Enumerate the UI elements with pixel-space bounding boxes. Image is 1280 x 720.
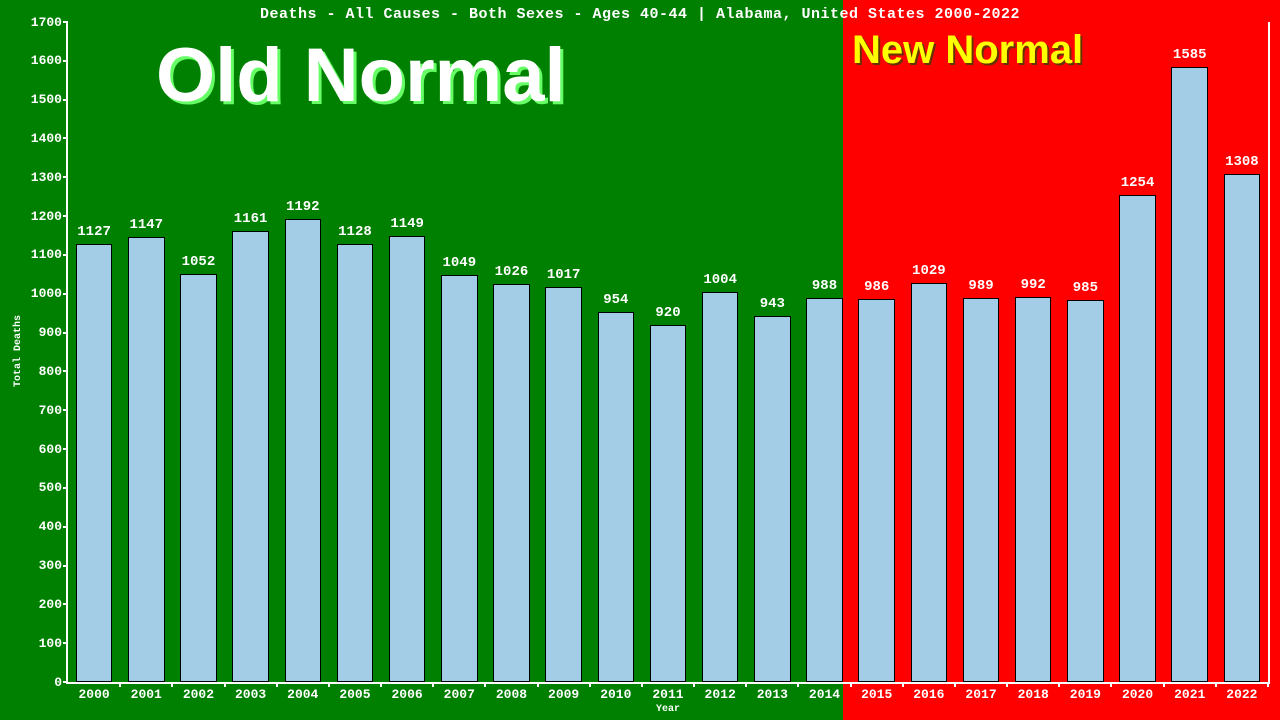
bar — [389, 236, 426, 682]
bar — [1015, 297, 1052, 682]
x-tick-label: 2022 — [1216, 687, 1268, 702]
bar — [1119, 195, 1156, 682]
x-tick-label: 2000 — [68, 687, 120, 702]
bar — [545, 287, 582, 682]
x-tick-label: 2002 — [172, 687, 224, 702]
y-tick-label: 300 — [39, 558, 62, 573]
bar — [1171, 67, 1208, 682]
x-tick-label: 2005 — [329, 687, 381, 702]
bar — [493, 284, 530, 682]
bar — [598, 312, 635, 682]
x-tick-label: 2011 — [642, 687, 694, 702]
bar-value-label: 1052 — [168, 254, 228, 270]
bar — [858, 299, 895, 682]
bar — [963, 298, 1000, 682]
y-tick-label: 1400 — [31, 131, 62, 146]
x-tick-label: 2007 — [433, 687, 485, 702]
y-tick-label: 1600 — [31, 53, 62, 68]
bar — [754, 316, 791, 682]
bar — [650, 325, 687, 682]
y-tick-label: 1300 — [31, 170, 62, 185]
bar-value-label: 1149 — [377, 216, 437, 232]
x-tick-label: 2006 — [381, 687, 433, 702]
bar — [76, 244, 113, 682]
x-tick-label: 2009 — [538, 687, 590, 702]
bar-value-label: 986 — [847, 279, 907, 295]
x-tick-label: 2013 — [746, 687, 798, 702]
y-tick-label: 900 — [39, 325, 62, 340]
bar — [337, 244, 374, 682]
background-right — [843, 0, 1280, 720]
bar-value-label: 920 — [638, 305, 698, 321]
x-tick-label: 2003 — [225, 687, 277, 702]
bar-value-label: 1161 — [221, 211, 281, 227]
x-axis-line — [68, 682, 1268, 684]
y-axis-line — [66, 22, 68, 684]
bar — [1224, 174, 1261, 682]
y-tick-label: 700 — [39, 403, 62, 418]
x-tick-label: 2018 — [1007, 687, 1059, 702]
y-tick-label: 0 — [54, 675, 62, 690]
y-tick-label: 1500 — [31, 92, 62, 107]
bar-value-label: 1004 — [690, 272, 750, 288]
bar-value-label: 1017 — [534, 267, 594, 283]
bar-value-label: 985 — [1055, 280, 1115, 296]
y-tick-label: 200 — [39, 597, 62, 612]
bar-value-label: 943 — [742, 296, 802, 312]
x-tick-label: 2017 — [955, 687, 1007, 702]
bar-value-label: 1254 — [1108, 175, 1168, 191]
x-tick-label: 2020 — [1111, 687, 1163, 702]
x-tick-label: 2015 — [851, 687, 903, 702]
y-tick-label: 800 — [39, 364, 62, 379]
bar-value-label: 1147 — [116, 217, 176, 233]
x-tick-label: 2014 — [798, 687, 850, 702]
x-tick-label: 2008 — [485, 687, 537, 702]
bar-value-label: 989 — [951, 278, 1011, 294]
overlay-text: Old Normal — [156, 32, 566, 119]
y-tick-label: 500 — [39, 480, 62, 495]
overlay-text: New Normal — [852, 28, 1083, 73]
bar-value-label: 992 — [1003, 277, 1063, 293]
bar-value-label: 1585 — [1160, 47, 1220, 63]
x-tick-label: 2021 — [1164, 687, 1216, 702]
y-tick-label: 600 — [39, 442, 62, 457]
y-axis-label: Total Deaths — [13, 315, 24, 387]
bar — [1067, 300, 1104, 682]
bar — [285, 219, 322, 682]
y-tick-label: 100 — [39, 636, 62, 651]
y-tick-label: 1700 — [31, 15, 62, 30]
bar-value-label: 1049 — [429, 255, 489, 271]
chart-title: Deaths - All Causes - Both Sexes - Ages … — [0, 6, 1280, 23]
y-tick-label: 400 — [39, 519, 62, 534]
x-tick-label: 2010 — [590, 687, 642, 702]
bar — [128, 237, 165, 682]
bar-value-label: 1029 — [899, 263, 959, 279]
y-axis-line-right — [1268, 22, 1270, 684]
x-tick-label: 2012 — [694, 687, 746, 702]
bar — [911, 283, 948, 682]
bar-value-label: 1308 — [1212, 154, 1272, 170]
x-tick-label: 2001 — [120, 687, 172, 702]
y-tick-label: 1200 — [31, 209, 62, 224]
bar-value-label: 1127 — [64, 224, 124, 240]
y-tick-label: 1100 — [31, 247, 62, 262]
bar-value-label: 954 — [586, 292, 646, 308]
chart-canvas: Deaths - All Causes - Both Sexes - Ages … — [0, 0, 1280, 720]
bar-value-label: 1026 — [481, 264, 541, 280]
x-tick-label: 2019 — [1059, 687, 1111, 702]
y-tick-label: 1000 — [31, 286, 62, 301]
bar — [806, 298, 843, 682]
bar-value-label: 1128 — [325, 224, 385, 240]
x-tick-label: 2016 — [903, 687, 955, 702]
bar — [180, 274, 217, 682]
x-tick-label: 2004 — [277, 687, 329, 702]
bar — [441, 275, 478, 682]
bar-value-label: 988 — [795, 278, 855, 294]
bar — [232, 231, 269, 682]
bar — [702, 292, 739, 682]
x-axis-label: Year — [618, 704, 718, 715]
bar-value-label: 1192 — [273, 199, 333, 215]
